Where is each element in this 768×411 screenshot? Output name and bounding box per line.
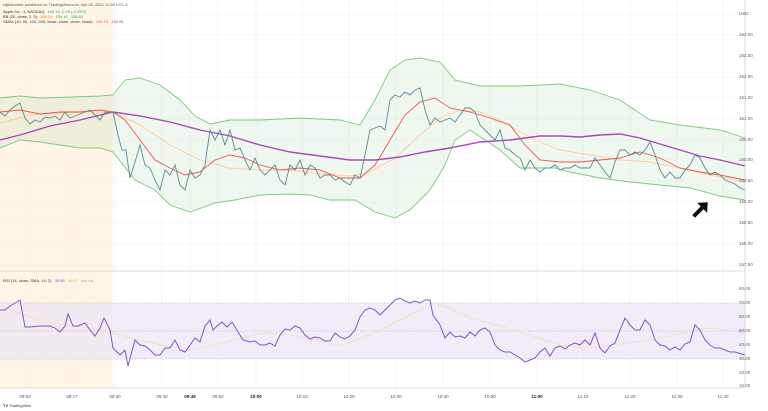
x-tick: 11:10 xyxy=(577,394,589,399)
rsi-y-tick: 70.00 xyxy=(739,300,751,305)
y-tick: 162.50 xyxy=(739,53,753,58)
x-tick: 11:00 xyxy=(531,394,543,399)
rsi-y-tick: 60.00 xyxy=(739,314,751,319)
rsi-y-tick: 10.00 xyxy=(739,383,751,388)
rsi-y-tick: 40.00 xyxy=(739,342,751,347)
y-tick-usd: USD xyxy=(739,11,749,16)
x-tick: 09:03 xyxy=(19,394,31,399)
sma-value-2: 158.95 xyxy=(111,19,124,24)
x-tick: 10:00 xyxy=(250,394,262,399)
x-tick: 10:50 xyxy=(484,394,496,399)
sma-slow-line xyxy=(0,111,746,167)
rsi-ma-line xyxy=(0,302,746,351)
rsi-y-tick: 50.00 xyxy=(739,328,751,333)
x-tick: 10:20 xyxy=(343,394,355,399)
x-tick: 10:30 xyxy=(390,394,402,399)
x-tick: 09:30 xyxy=(109,394,121,399)
x-tick: 11:20 xyxy=(624,394,636,399)
symbol-values: 159.10 -0.09 (-0.05%) xyxy=(47,9,87,14)
bb-label: BB (20, close, 2, 0) xyxy=(3,14,38,19)
rsi-levels xyxy=(0,302,745,360)
rsi-label: RSI (14, close, SMA, 14, 2) xyxy=(3,278,52,283)
symbol-legend[interactable]: Apple Inc., 1, NASDAQ 159.10 -0.09 (-0.0… xyxy=(3,9,88,14)
price-grid xyxy=(0,13,745,266)
rsi-ma-value: 40.07 xyxy=(67,278,78,283)
bb-fill xyxy=(0,58,745,218)
x-tick: 09:46 xyxy=(184,394,196,399)
rsi-value: 35.88 xyxy=(54,278,65,283)
x-tick: 10:40 xyxy=(437,394,449,399)
y-tick: 158.50 xyxy=(739,220,753,225)
bb-legend[interactable]: BB (20, close, 2, 0) 159.29 159.16 158.6… xyxy=(3,14,85,19)
bb-value-basis: 159.29 xyxy=(40,14,53,19)
sma-label: SMAs (10, 50, 100, 200, close, close, cl… xyxy=(3,19,93,24)
arrow-annotation-icon xyxy=(692,202,708,218)
y-tick: 159.50 xyxy=(739,178,753,183)
bb-lower-line xyxy=(0,129,746,219)
y-tick: 157.50 xyxy=(739,262,753,267)
rsi-y-tick: 20.00 xyxy=(739,370,751,375)
y-tick: 160.00 xyxy=(739,157,753,162)
sma-value-1: 159.13 xyxy=(95,19,108,24)
y-tick: 160.50 xyxy=(739,137,753,142)
y-tick: 162.00 xyxy=(739,74,753,79)
x-tick: 09:17 xyxy=(66,394,78,399)
y-tick: 161.50 xyxy=(739,95,753,100)
x-tick: 09:40 xyxy=(156,394,168,399)
tradingview-logo[interactable]: TV TradingView xyxy=(3,403,31,408)
publisher-header: rajkishorekr published on TradingView.co… xyxy=(3,2,128,7)
rsi-extra: n/a n/a xyxy=(80,278,94,283)
x-tick: 09:52 xyxy=(212,394,224,399)
rsi-legend[interactable]: RSI (14, close, SMA, 14, 2) 35.88 40.07 … xyxy=(3,278,95,283)
y-tick: 163.00 xyxy=(739,32,753,37)
x-tick: 11:30 xyxy=(671,394,683,399)
x-tick: 11:40 xyxy=(717,394,729,399)
y-tick: 158.00 xyxy=(739,241,753,246)
y-tick: 161.00 xyxy=(739,116,753,121)
rsi-line xyxy=(0,297,746,367)
bb-value-upper: 159.16 xyxy=(55,14,68,19)
y-tick: 159.00 xyxy=(739,199,753,204)
price-line xyxy=(0,87,746,192)
bb-value-lower: 158.64 xyxy=(70,14,84,19)
symbol-name: Apple Inc., 1, NASDAQ xyxy=(3,9,45,14)
x-tick: 10:10 xyxy=(296,394,308,399)
tradingview-logo-icon: TV xyxy=(3,403,9,408)
rsi-y-tick: 30.00 xyxy=(739,356,751,361)
bb-upper-line xyxy=(0,57,746,139)
rsi-y-tick: 80.00 xyxy=(739,286,751,291)
tradingview-brand: TradingView xyxy=(9,403,32,408)
sma-legend[interactable]: SMAs (10, 50, 100, 200, close, close, cl… xyxy=(3,19,125,24)
